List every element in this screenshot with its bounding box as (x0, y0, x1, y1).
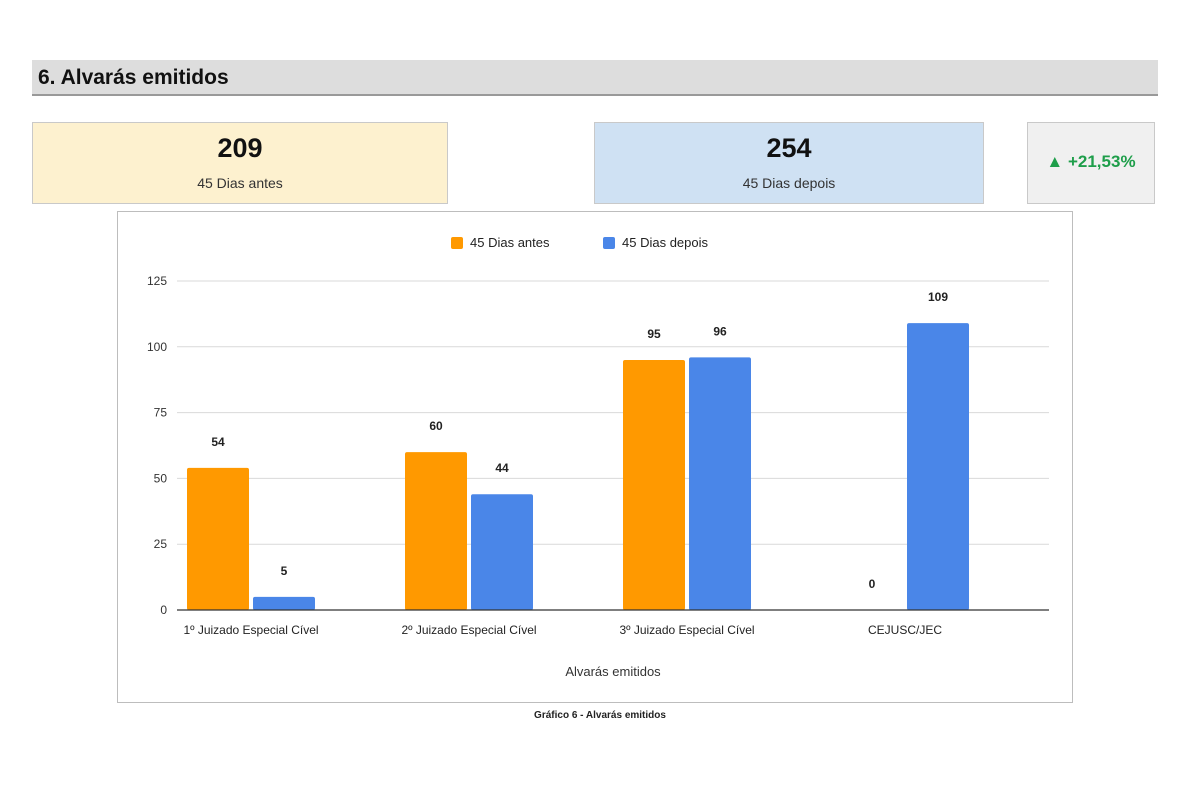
kpi-after-value: 254 (766, 133, 812, 163)
data-label: 96 (713, 324, 727, 338)
x-tick-label: 2º Juizado Especial Cível (401, 623, 536, 637)
x-tick-label: 1º Juizado Especial Cível (183, 623, 318, 637)
kpi-after-card: 254 45 Dias depois (594, 122, 984, 204)
kpi-change-card: ▲ +21,53% (1027, 122, 1155, 204)
bar-after (907, 323, 969, 610)
y-tick-label: 100 (147, 340, 167, 354)
y-tick-label: 50 (154, 471, 168, 485)
data-label: 95 (647, 327, 661, 341)
kpi-before-value: 209 (217, 133, 263, 163)
bar-before (405, 452, 467, 610)
bar-chart: 0 25 50 75 100 125 54 5 1º Juizado Especial Cíve… (147, 235, 1049, 679)
data-label: 0 (869, 577, 876, 591)
data-label: 5 (281, 564, 288, 578)
data-label: 54 (211, 435, 225, 449)
data-label: 60 (429, 419, 443, 433)
x-axis-title: Alvarás emitidos (565, 664, 661, 679)
y-tick-label: 0 (160, 603, 167, 617)
bar-after (253, 596, 315, 610)
x-tick-label: 3º Juizado Especial Cível (619, 623, 754, 637)
section-title: 6. Alvarás emitidos (38, 66, 229, 89)
bar-after (689, 357, 751, 610)
legend-label: 45 Dias antes (470, 235, 550, 250)
y-tick-label: 125 (147, 274, 167, 288)
change-percent: ▲ +21,53% (1046, 152, 1136, 171)
kpi-before-label: 45 Dias antes (197, 175, 283, 191)
legend-swatch-before (451, 237, 463, 249)
bar-before (623, 359, 685, 610)
bar-after (471, 494, 533, 610)
bar-before (187, 467, 249, 610)
x-tick-label: CEJUSC/JEC (868, 623, 942, 637)
data-label: 44 (495, 461, 509, 475)
legend-swatch-after (603, 237, 615, 249)
y-tick-label: 25 (154, 537, 168, 551)
chart-caption: Gráfico 6 - Alvarás emitidos (534, 710, 666, 721)
legend-label: 45 Dias depois (622, 235, 708, 250)
kpi-after-label: 45 Dias depois (742, 175, 836, 191)
data-label: 109 (928, 290, 948, 304)
kpi-before-card: 209 45 Dias antes (32, 122, 448, 204)
y-tick-label: 75 (154, 406, 168, 420)
section-header: 6. Alvarás emitidos (32, 60, 1158, 96)
